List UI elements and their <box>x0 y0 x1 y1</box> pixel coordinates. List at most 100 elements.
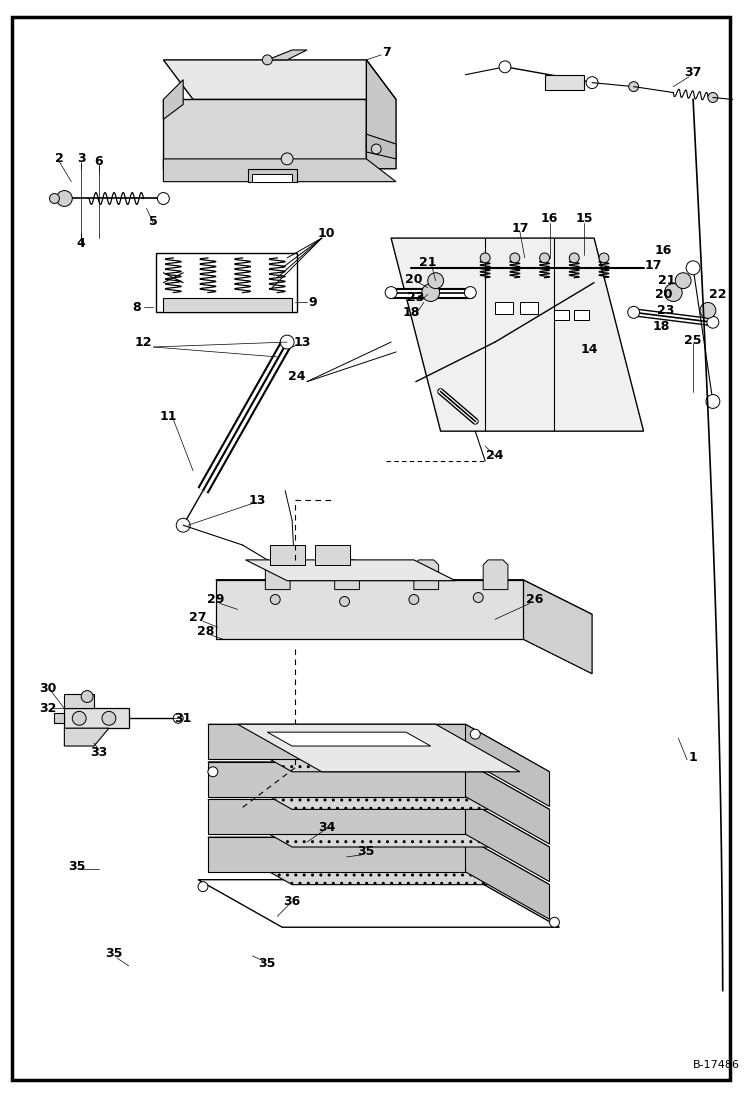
Polygon shape <box>216 579 592 614</box>
Polygon shape <box>366 134 396 159</box>
Circle shape <box>539 253 550 263</box>
Polygon shape <box>545 75 584 90</box>
Circle shape <box>372 144 381 154</box>
Circle shape <box>464 286 476 298</box>
Polygon shape <box>216 579 523 640</box>
Circle shape <box>499 60 511 72</box>
Text: 26: 26 <box>526 593 543 606</box>
Polygon shape <box>208 837 550 884</box>
Text: 31: 31 <box>175 712 192 725</box>
Text: 35: 35 <box>69 860 86 873</box>
Polygon shape <box>208 724 465 759</box>
Polygon shape <box>163 297 292 313</box>
Text: 21: 21 <box>419 257 437 270</box>
Circle shape <box>73 711 86 725</box>
Text: 20: 20 <box>655 289 672 301</box>
Polygon shape <box>55 713 64 723</box>
Polygon shape <box>483 559 508 589</box>
Circle shape <box>280 335 294 349</box>
Text: 30: 30 <box>39 682 56 695</box>
Text: 17: 17 <box>645 259 662 272</box>
Text: 9: 9 <box>309 296 317 309</box>
Circle shape <box>550 917 560 927</box>
Bar <box>520 303 538 315</box>
Circle shape <box>385 286 397 298</box>
Text: 1: 1 <box>689 751 697 765</box>
Polygon shape <box>208 762 465 796</box>
Text: 8: 8 <box>133 301 141 314</box>
Polygon shape <box>208 800 550 847</box>
Circle shape <box>49 193 59 203</box>
Text: B-17486: B-17486 <box>693 1060 740 1070</box>
Polygon shape <box>335 559 360 589</box>
Circle shape <box>270 595 280 604</box>
Text: 29: 29 <box>207 593 225 606</box>
Text: 36: 36 <box>283 895 300 908</box>
Text: 12: 12 <box>135 336 152 349</box>
Circle shape <box>81 691 93 702</box>
Polygon shape <box>237 724 520 772</box>
Polygon shape <box>163 159 396 182</box>
Text: 10: 10 <box>318 227 336 239</box>
Text: 5: 5 <box>149 215 158 228</box>
Polygon shape <box>163 80 184 120</box>
Text: 22: 22 <box>709 289 727 301</box>
Text: 24: 24 <box>486 450 504 463</box>
Circle shape <box>339 597 350 607</box>
Circle shape <box>676 273 691 289</box>
Bar <box>315 545 350 565</box>
Polygon shape <box>64 709 129 728</box>
Circle shape <box>473 592 483 602</box>
Polygon shape <box>208 762 550 810</box>
Circle shape <box>198 882 208 892</box>
Circle shape <box>176 518 190 532</box>
Circle shape <box>628 81 639 91</box>
Text: 15: 15 <box>575 212 593 225</box>
Polygon shape <box>208 837 465 872</box>
Text: 6: 6 <box>94 156 103 168</box>
Text: 20: 20 <box>405 273 422 286</box>
Circle shape <box>510 253 520 263</box>
Polygon shape <box>246 559 455 580</box>
Text: 21: 21 <box>658 274 675 287</box>
Text: 25: 25 <box>685 333 702 347</box>
Text: 33: 33 <box>91 746 108 759</box>
Text: 35: 35 <box>105 948 123 961</box>
Text: 18: 18 <box>402 306 419 319</box>
Polygon shape <box>465 800 550 882</box>
Text: 23: 23 <box>657 304 674 317</box>
Polygon shape <box>208 724 550 772</box>
Polygon shape <box>208 800 465 834</box>
Polygon shape <box>64 693 94 709</box>
Circle shape <box>707 316 719 328</box>
Text: 13: 13 <box>294 336 311 349</box>
Text: 7: 7 <box>382 46 390 59</box>
Circle shape <box>262 55 273 65</box>
Text: 23: 23 <box>407 291 425 304</box>
Text: 34: 34 <box>318 821 336 834</box>
Polygon shape <box>267 50 307 60</box>
Text: 18: 18 <box>652 319 670 332</box>
Text: 17: 17 <box>511 222 529 235</box>
Polygon shape <box>465 837 550 919</box>
Polygon shape <box>163 60 396 100</box>
Circle shape <box>173 713 184 723</box>
Text: 14: 14 <box>580 343 598 357</box>
Polygon shape <box>163 100 366 169</box>
Circle shape <box>664 284 682 302</box>
Circle shape <box>586 77 598 89</box>
Circle shape <box>102 711 116 725</box>
Polygon shape <box>247 169 297 182</box>
Circle shape <box>706 395 720 408</box>
Polygon shape <box>265 559 290 589</box>
Bar <box>270 545 305 565</box>
Circle shape <box>599 253 609 263</box>
Circle shape <box>409 595 419 604</box>
Text: 13: 13 <box>249 494 266 507</box>
Circle shape <box>422 284 440 302</box>
Circle shape <box>281 152 293 165</box>
Text: 28: 28 <box>197 624 215 637</box>
Polygon shape <box>523 579 592 674</box>
Circle shape <box>628 306 640 318</box>
Text: 16: 16 <box>655 245 672 258</box>
